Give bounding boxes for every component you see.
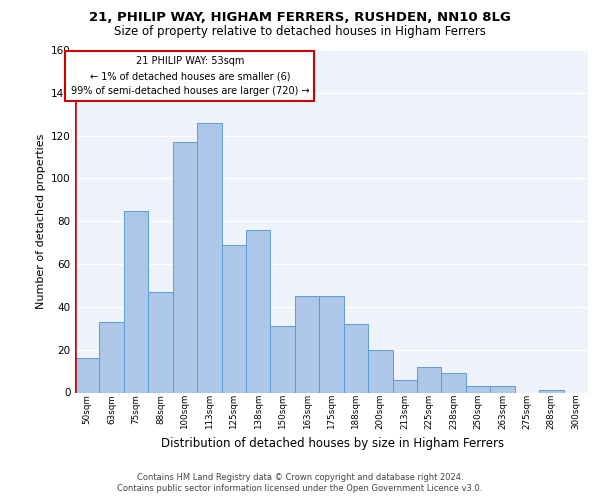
- Text: Contains public sector information licensed under the Open Government Licence v3: Contains public sector information licen…: [118, 484, 482, 493]
- Bar: [124, 210, 148, 392]
- Bar: [539, 390, 563, 392]
- Bar: [100, 322, 124, 392]
- Text: Contains HM Land Registry data © Crown copyright and database right 2024.: Contains HM Land Registry data © Crown c…: [137, 472, 463, 482]
- Text: Size of property relative to detached houses in Higham Ferrers: Size of property relative to detached ho…: [114, 25, 486, 38]
- Text: 21 PHILIP WAY: 53sqm
← 1% of detached houses are smaller (6)
99% of semi-detache: 21 PHILIP WAY: 53sqm ← 1% of detached ho…: [71, 56, 309, 96]
- Bar: [344, 324, 368, 392]
- Bar: [271, 326, 295, 392]
- Bar: [295, 296, 319, 392]
- Bar: [197, 123, 221, 392]
- Bar: [319, 296, 344, 392]
- Y-axis label: Number of detached properties: Number of detached properties: [35, 134, 46, 309]
- Bar: [442, 373, 466, 392]
- Bar: [246, 230, 271, 392]
- Bar: [221, 245, 246, 392]
- Bar: [417, 367, 442, 392]
- Text: Distribution of detached houses by size in Higham Ferrers: Distribution of detached houses by size …: [161, 438, 505, 450]
- Bar: [490, 386, 515, 392]
- Bar: [392, 380, 417, 392]
- Bar: [75, 358, 100, 392]
- Bar: [466, 386, 490, 392]
- Text: 21, PHILIP WAY, HIGHAM FERRERS, RUSHDEN, NN10 8LG: 21, PHILIP WAY, HIGHAM FERRERS, RUSHDEN,…: [89, 11, 511, 24]
- Bar: [173, 142, 197, 393]
- Bar: [368, 350, 392, 393]
- Bar: [148, 292, 173, 392]
